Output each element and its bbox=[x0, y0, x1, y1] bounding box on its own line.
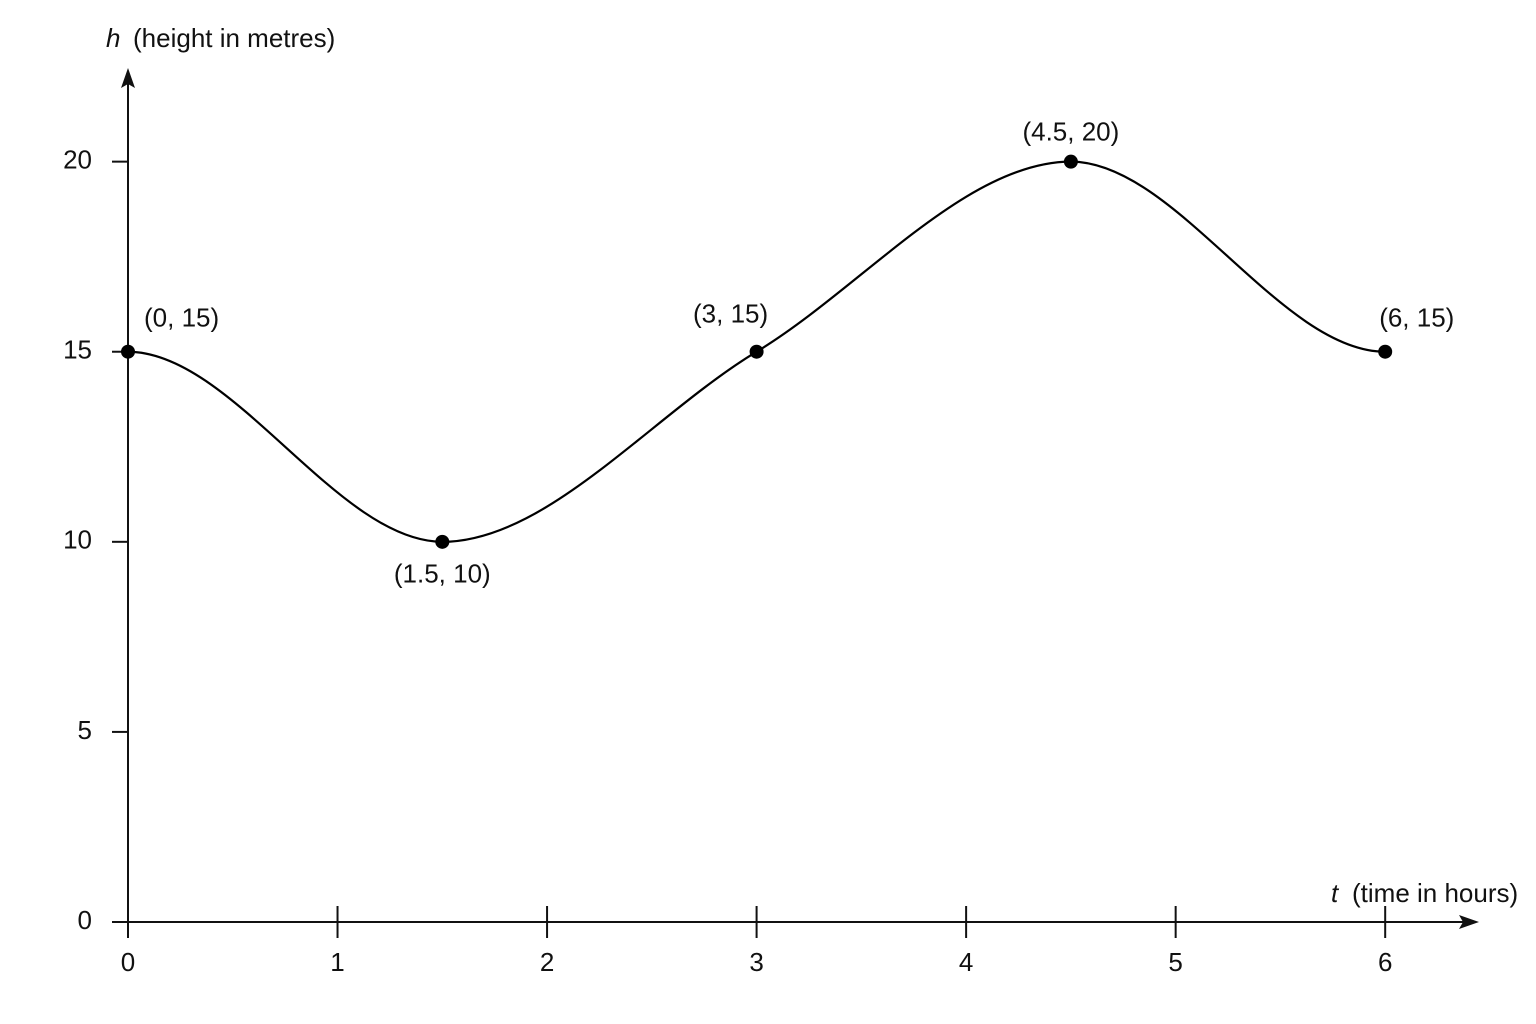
x-tick-label: 5 bbox=[1168, 947, 1182, 977]
x-axis-label: (time in hours) bbox=[1352, 878, 1518, 908]
point bbox=[1378, 344, 1393, 359]
x-axis-arrow bbox=[1459, 915, 1479, 929]
point bbox=[435, 534, 450, 549]
point-label: (4.5, 20) bbox=[1022, 117, 1119, 147]
y-axis-variable: h bbox=[106, 23, 120, 53]
x-tick-label: 3 bbox=[749, 947, 763, 977]
y-tick-label: 15 bbox=[63, 335, 92, 365]
y-tick-label: 5 bbox=[78, 715, 92, 745]
x-tick-label: 2 bbox=[540, 947, 554, 977]
y-axis-arrow bbox=[121, 68, 135, 88]
x-tick-label: 6 bbox=[1378, 947, 1392, 977]
point bbox=[1063, 154, 1078, 169]
point-label: (1.5, 10) bbox=[394, 559, 491, 589]
point bbox=[121, 344, 135, 359]
point-label: (6, 15) bbox=[1379, 303, 1454, 333]
point-label: (0, 15) bbox=[144, 303, 219, 333]
point bbox=[749, 344, 764, 359]
point-label: (3, 15) bbox=[693, 299, 768, 329]
y-axis-label: (height in metres) bbox=[133, 23, 335, 53]
y-tick-label: 0 bbox=[78, 905, 92, 935]
y-tick-label: 10 bbox=[63, 525, 92, 555]
y-tick-label: 20 bbox=[63, 145, 92, 175]
x-tick-label: 4 bbox=[959, 947, 973, 977]
x-tick-label: 0 bbox=[121, 947, 135, 977]
x-tick-label: 1 bbox=[330, 947, 344, 977]
x-axis-variable: t bbox=[1331, 878, 1340, 908]
